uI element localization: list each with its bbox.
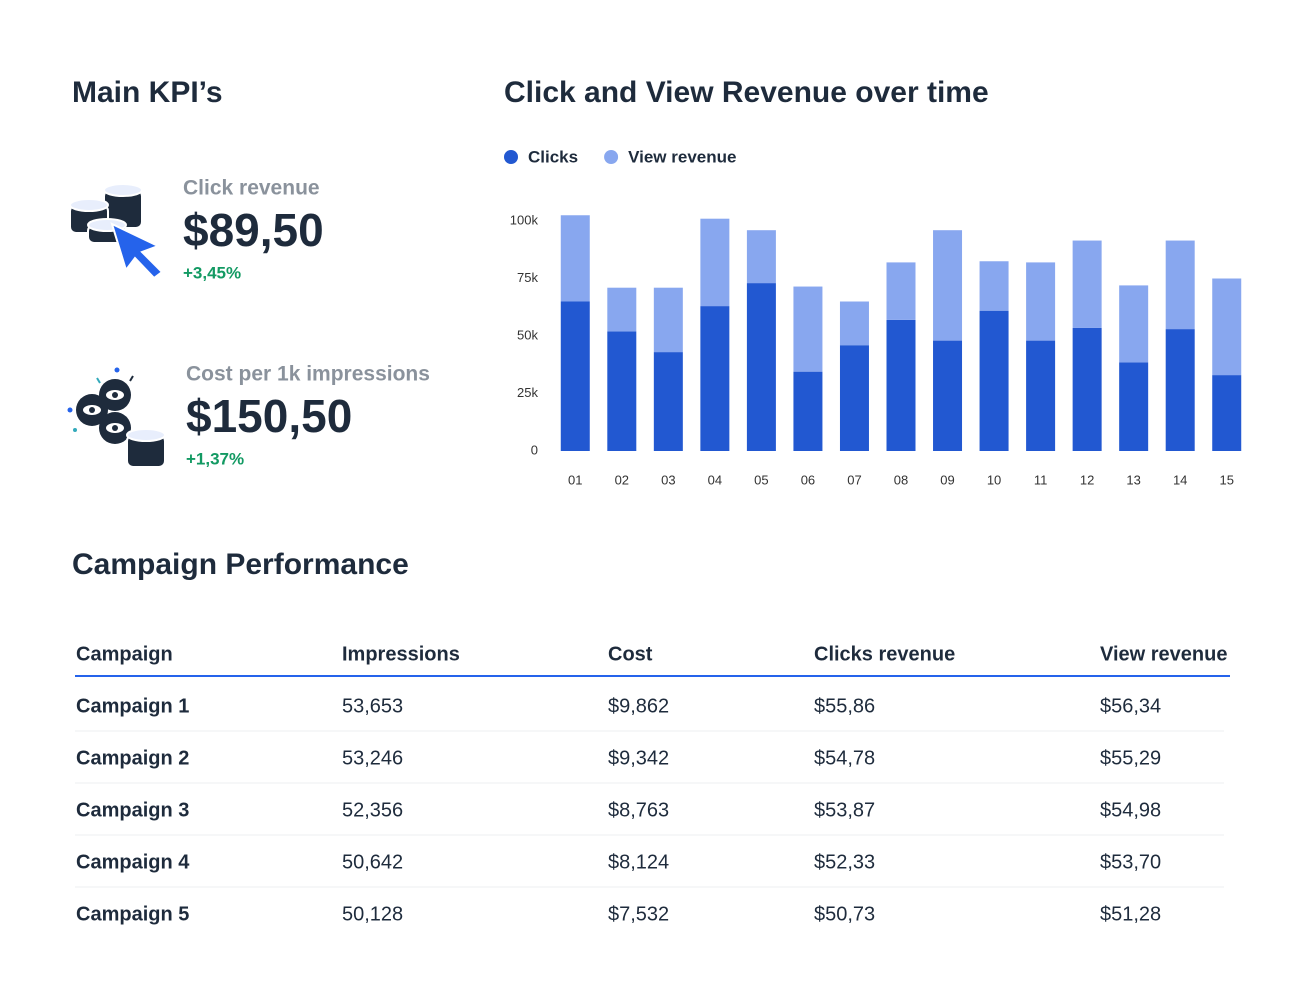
column-header: Clicks revenue: [814, 643, 955, 665]
x-tick-label: 10: [987, 472, 1001, 487]
x-tick-label: 01: [568, 472, 582, 487]
table-cell: 50,642: [342, 851, 403, 873]
table: Campaign Impressions Cost Clicks revenue Vie…: [75, 643, 1230, 925]
column-header: Impressions: [342, 643, 460, 665]
kpi-label: Click revenue: [183, 177, 320, 200]
bar: [979, 261, 1009, 311]
bar: [979, 310, 1009, 451]
x-tick-label: 12: [1080, 472, 1094, 487]
table-cell: $50,73: [814, 903, 875, 925]
y-tick-label: 50k: [517, 327, 538, 342]
bar: [1119, 362, 1149, 451]
table-cell: $9,862: [608, 695, 669, 717]
bar: [1165, 240, 1195, 330]
table-cell: $54,78: [814, 747, 875, 769]
legend-marker: [604, 150, 619, 164]
legend-marker: [504, 150, 518, 164]
impressions-icon: [67, 367, 166, 468]
y-tick-label: 100k: [510, 212, 539, 227]
table-cell: Campaign 3: [76, 799, 189, 821]
bar: [886, 319, 916, 451]
column-header: View revenue: [1100, 643, 1227, 665]
bar: [1072, 240, 1102, 328]
table-cell: $8,124: [608, 851, 669, 873]
bar: [1072, 327, 1102, 451]
table-cell: 52,356: [342, 799, 403, 821]
column-header: Campaign: [76, 643, 173, 665]
bar: [746, 283, 776, 451]
table-cell: $8,763: [608, 799, 669, 821]
table-cell: $55,29: [1100, 747, 1161, 769]
table-cell: $54,98: [1100, 799, 1161, 821]
table-cell: $7,532: [608, 903, 669, 925]
table-cell: $9,342: [608, 747, 669, 769]
chart-title: Click and View Revenue over time: [504, 76, 989, 109]
bar: [933, 340, 963, 451]
table-cell: $52,33: [814, 851, 875, 873]
bar: [607, 287, 637, 332]
x-tick-label: 13: [1126, 472, 1140, 487]
y-tick-label: 25k: [517, 385, 538, 400]
x-tick-label: 08: [894, 472, 908, 487]
bar: [1212, 375, 1242, 451]
bar: [560, 215, 590, 302]
table-cell: Campaign 2: [76, 747, 189, 769]
bar: [1026, 340, 1056, 451]
bar: [886, 262, 916, 320]
x-tick-label: 06: [801, 472, 815, 487]
bar: [1212, 278, 1242, 376]
table-cell: $55,86: [814, 695, 875, 717]
bar: [746, 230, 776, 284]
x-tick-label: 07: [847, 472, 861, 487]
kpi-change: +3,45%: [183, 263, 241, 282]
bar: [1119, 285, 1149, 363]
kpi-value: $89,50: [183, 204, 324, 256]
table-cell: $53,70: [1100, 851, 1161, 873]
bar: [560, 301, 590, 451]
x-tick-label: 14: [1173, 472, 1187, 487]
x-tick-label: 05: [754, 472, 768, 487]
table-cell: 50,128: [342, 903, 403, 925]
table-cell: 53,246: [342, 747, 403, 769]
x-tick-label: 11: [1034, 472, 1048, 487]
bar: [700, 306, 730, 451]
legend-label: Clicks: [528, 147, 578, 166]
bar: [1165, 329, 1195, 451]
bar: [933, 230, 963, 341]
table-cell: Campaign 1: [76, 695, 189, 717]
table-cell: 53,653: [342, 695, 403, 717]
chart: 0 25k 50k 75k 100k Clicks View revenue 01 02 03 04…: [504, 147, 1242, 487]
x-tick-label: 09: [940, 472, 954, 487]
table-cell: $56,34: [1100, 695, 1161, 717]
kpi-value: $150,50: [186, 390, 352, 442]
legend-label: View revenue: [628, 147, 736, 166]
table-cell: Campaign 4: [76, 851, 190, 873]
table-cell: $51,28: [1100, 903, 1161, 925]
x-tick-label: 04: [708, 472, 722, 487]
kpi-label: Cost per 1k impressions: [186, 363, 430, 386]
click-icon: [69, 183, 164, 280]
bar: [653, 287, 683, 353]
x-tick-label: 15: [1219, 472, 1233, 487]
bar: [793, 371, 823, 451]
column-header: Cost: [608, 643, 653, 665]
bar: [607, 331, 637, 451]
y-tick-label: 0: [531, 442, 538, 457]
bar: [839, 345, 869, 451]
table-title: Campaign Performance: [72, 548, 409, 581]
kpi-title: Main KPI’s: [72, 76, 223, 109]
table-cell: $53,87: [814, 799, 875, 821]
bar: [700, 218, 730, 307]
kpi-change: +1,37%: [186, 449, 244, 468]
table-cell: Campaign 5: [76, 903, 189, 925]
bar: [793, 286, 823, 372]
bar: [839, 301, 869, 346]
bar: [1026, 262, 1056, 341]
x-tick-label: 02: [615, 472, 629, 487]
bar: [653, 352, 683, 451]
x-tick-label: 03: [661, 472, 675, 487]
y-tick-label: 75k: [517, 270, 538, 285]
